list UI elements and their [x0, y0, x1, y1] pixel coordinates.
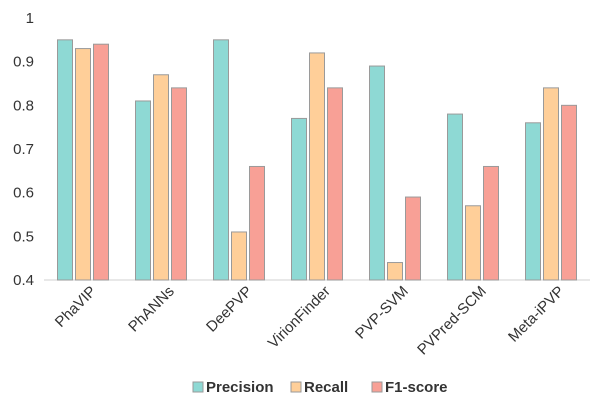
legend: Precision Recall F1-score	[192, 379, 448, 396]
bar-precision-phavip	[57, 39, 73, 281]
y-tick-label: 1	[26, 10, 34, 27]
x-category-label: Meta-iPVP	[505, 283, 568, 346]
bar-f1-score-deepvp	[249, 165, 265, 281]
y-tick-label: 0.7	[13, 141, 34, 158]
y-axis-tick-labels: 0.4 0.5 0.6 0.7 0.8 0.9 1	[13, 10, 34, 289]
bars-group	[57, 39, 577, 281]
y-tick-label: 0.8	[13, 97, 34, 114]
x-axis-category-labels: PhaVIP PhANNs DeePVP VirionFinder PVP-SVM PVP…	[52, 283, 568, 359]
bar-recall-deepvp	[231, 231, 247, 281]
bar-f1-score-phavip	[93, 43, 109, 281]
legend-label: Recall	[304, 379, 348, 396]
legend-label: F1-score	[385, 379, 448, 396]
y-tick-label: 0.9	[13, 54, 34, 71]
legend-swatch	[192, 381, 204, 393]
x-category-label: DeePVP	[203, 283, 256, 336]
bar-f1-score-meta-ipvp	[561, 104, 577, 281]
bar-recall-phavip	[75, 48, 91, 281]
legend-label: Precision	[206, 379, 274, 396]
x-category-label: VirionFinder	[265, 283, 334, 352]
bar-precision-deepvp	[213, 39, 229, 281]
x-category-label: PVPred-SCM	[414, 283, 490, 359]
x-category-label: PVP-SVM	[352, 283, 412, 343]
legend-swatch	[371, 381, 383, 393]
y-tick-label: 0.6	[13, 185, 34, 202]
bar-precision-meta-ipvp	[525, 122, 541, 281]
bar-f1-score-pvpred-scm	[483, 165, 499, 281]
bar-precision-pvp-svm	[369, 65, 385, 281]
y-tick-label: 0.5	[13, 228, 34, 245]
bar-recall-virionfinder	[309, 52, 325, 281]
y-tick-label: 0.4	[13, 272, 34, 289]
bar-precision-phanns	[135, 100, 151, 281]
bar-f1-score-virionfinder	[327, 87, 343, 281]
bar-precision-pvpred-scm	[447, 113, 463, 281]
bar-precision-virionfinder	[291, 117, 307, 281]
bar-recall-phanns	[153, 74, 169, 281]
legend-swatch	[290, 381, 302, 393]
bar-f1-score-phanns	[171, 87, 187, 281]
bar-recall-pvpred-scm	[465, 205, 481, 281]
x-category-label: PhaVIP	[52, 283, 100, 331]
bar-recall-meta-ipvp	[543, 87, 559, 281]
bar-f1-score-pvp-svm	[405, 196, 421, 281]
bar-recall-pvp-svm	[387, 262, 403, 281]
x-category-label: PhANNs	[125, 283, 178, 336]
